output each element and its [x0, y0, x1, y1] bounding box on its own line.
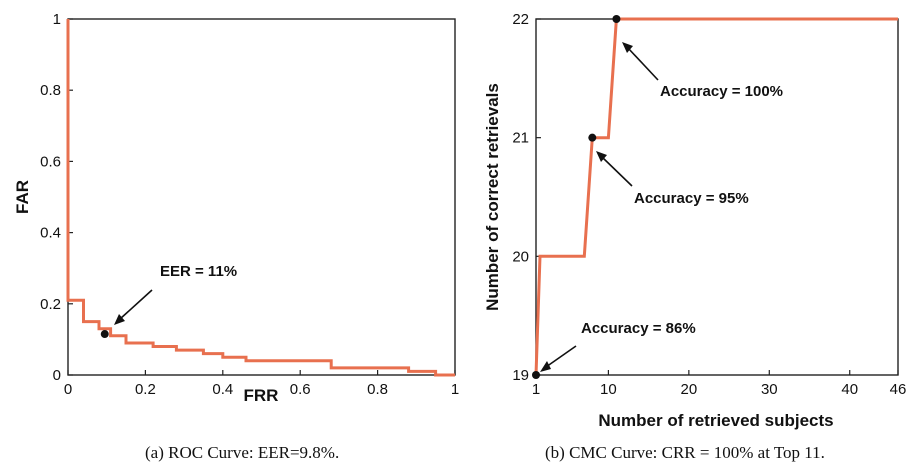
roc-plot-frame: [67, 18, 456, 376]
roc-y-tick-label: 0.4: [40, 225, 61, 242]
roc-y-tick-label: 0.8: [40, 82, 61, 99]
cmc-arrow-100-head: [622, 42, 633, 53]
roc-y-tick-label: 0.6: [40, 153, 61, 170]
roc-y-tick-label: 1: [53, 11, 61, 28]
cmc-y-tick-label: 22: [512, 11, 529, 28]
cmc-annotation-86: Accuracy = 86%: [581, 320, 696, 337]
cmc-chart: 1 10 20 30 40 46 19 20 21 22 Accuracy = 100% Acc…: [483, 11, 906, 430]
roc-annotation-arrowhead: [114, 314, 125, 325]
roc-x-tick-label: 1: [451, 381, 459, 398]
cmc-y-tick-label: 19: [512, 367, 529, 384]
cmc-y-axis-label: Number of correct retrievals: [483, 83, 502, 311]
cmc-marker-top8: [588, 133, 597, 142]
roc-x-tick-label: 0: [64, 381, 72, 398]
cmc-x-tick-label: 46: [890, 381, 907, 398]
roc-x-tick-label: 0.6: [290, 381, 311, 398]
cmc-marker-top1: [532, 371, 540, 379]
cmc-caption: (b) CMC Curve: CRR = 100% at Top 11.: [545, 443, 825, 462]
cmc-arrow-95-head: [596, 151, 607, 162]
roc-series-line: [66, 19, 455, 377]
cmc-arrow-86-head: [540, 361, 551, 372]
cmc-y-tick-label: 21: [512, 130, 529, 147]
roc-annotation-arrow-line: [119, 289, 153, 320]
roc-caption: (a) ROC Curve: EER=9.8%.: [145, 443, 340, 462]
cmc-x-axis-label: Number of retrieved subjects: [598, 411, 833, 430]
cmc-arrow-86-line: [545, 345, 577, 368]
roc-y-tick-label: 0: [53, 367, 61, 384]
cmc-x-tick-label: 10: [600, 381, 617, 398]
roc-x-axis-label: FRR: [244, 386, 279, 405]
roc-x-tick-label: 0.8: [367, 381, 388, 398]
roc-annotation-eer: EER = 11%: [160, 263, 237, 280]
roc-x-tick-label: 0.4: [212, 381, 233, 398]
cmc-y-tick-label: 20: [512, 248, 529, 265]
roc-y-tick-label: 0.2: [40, 296, 61, 313]
cmc-x-tick-label: 20: [681, 381, 698, 398]
roc-eer-marker: [100, 330, 109, 339]
cmc-x-tick-label: 40: [841, 381, 858, 398]
cmc-arrow-100-line: [627, 47, 659, 81]
cmc-series-line: [534, 17, 898, 376]
cmc-x-tick-label: 1: [532, 381, 540, 398]
cmc-marker-top11: [612, 15, 621, 23]
roc-x-tick-label: 0.2: [135, 381, 156, 398]
roc-chart: 0 0.2 0.4 0.6 0.8 1 00.20.40.60.81 EER = 11% …: [13, 11, 459, 405]
cmc-x-tick-label: 30: [761, 381, 778, 398]
cmc-annotation-100: Accuracy = 100%: [660, 83, 783, 100]
cmc-annotation-95: Accuracy = 95%: [634, 190, 749, 207]
cmc-arrow-95-line: [601, 156, 633, 187]
roc-y-axis-label: FAR: [13, 180, 32, 214]
